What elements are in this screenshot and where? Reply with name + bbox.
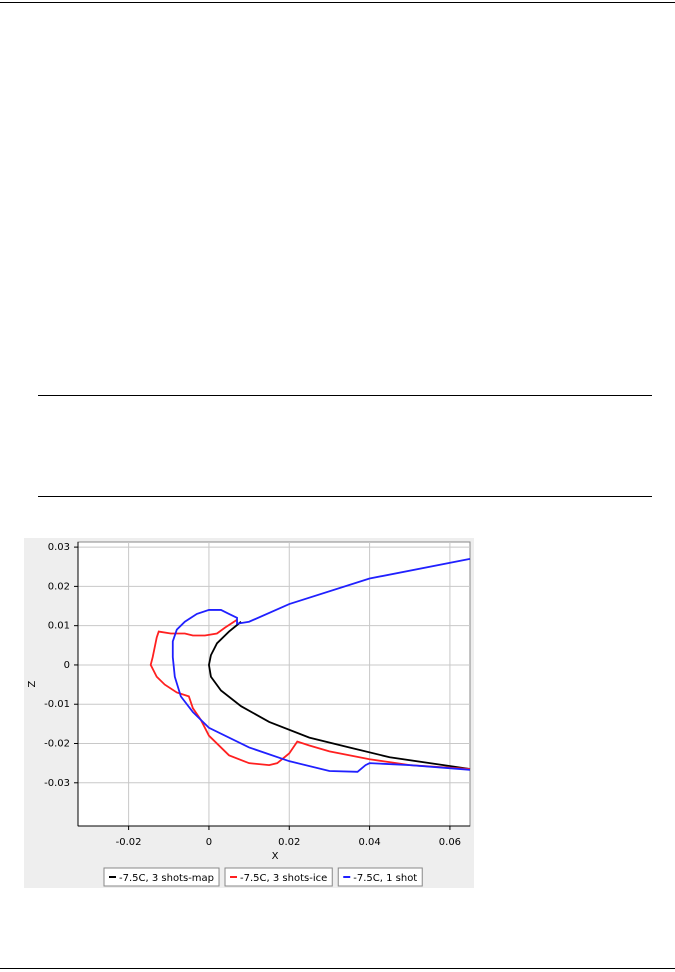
y-tick-label: 0.01 xyxy=(48,621,70,632)
legend-label: -7.5C, 3 shots-ice xyxy=(240,873,327,884)
data-line xyxy=(171,558,471,773)
legend-box xyxy=(224,867,333,887)
y-tick-label: -0.01 xyxy=(44,699,70,710)
rule xyxy=(38,395,652,396)
y-tick-label: 0.02 xyxy=(48,581,70,592)
data-line xyxy=(208,621,471,770)
legend-label: -7.5C, 1 shot xyxy=(353,873,417,884)
y-tick-label: 0.03 xyxy=(48,542,70,553)
rule xyxy=(38,496,652,497)
y-axis-label: Z xyxy=(27,680,38,687)
x-tick-label: 0 xyxy=(206,837,212,848)
header-rule xyxy=(0,2,675,3)
y-tick-label: -0.03 xyxy=(44,778,70,789)
y-tick-label: -0.02 xyxy=(44,739,70,750)
data-line xyxy=(149,619,471,770)
x-tick-label: 0.06 xyxy=(439,837,461,848)
legend-label: -7.5C, 3 shots-map xyxy=(119,873,214,884)
footer-rule xyxy=(0,968,675,969)
x-axis-label: X xyxy=(272,851,279,862)
x-tick-label: -0.02 xyxy=(116,837,142,848)
legend-box xyxy=(337,867,423,887)
x-tick-label: 0.04 xyxy=(358,837,380,848)
chart: X Z 0.03 0.02 0.01 0 -0.01 -0.02 -0.03 -0.02 0 0.… xyxy=(24,538,474,888)
x-tick-label: 0.02 xyxy=(278,837,300,848)
y-tick-label: 0 xyxy=(64,660,70,671)
plot-area xyxy=(77,541,471,827)
legend-box xyxy=(103,867,220,887)
